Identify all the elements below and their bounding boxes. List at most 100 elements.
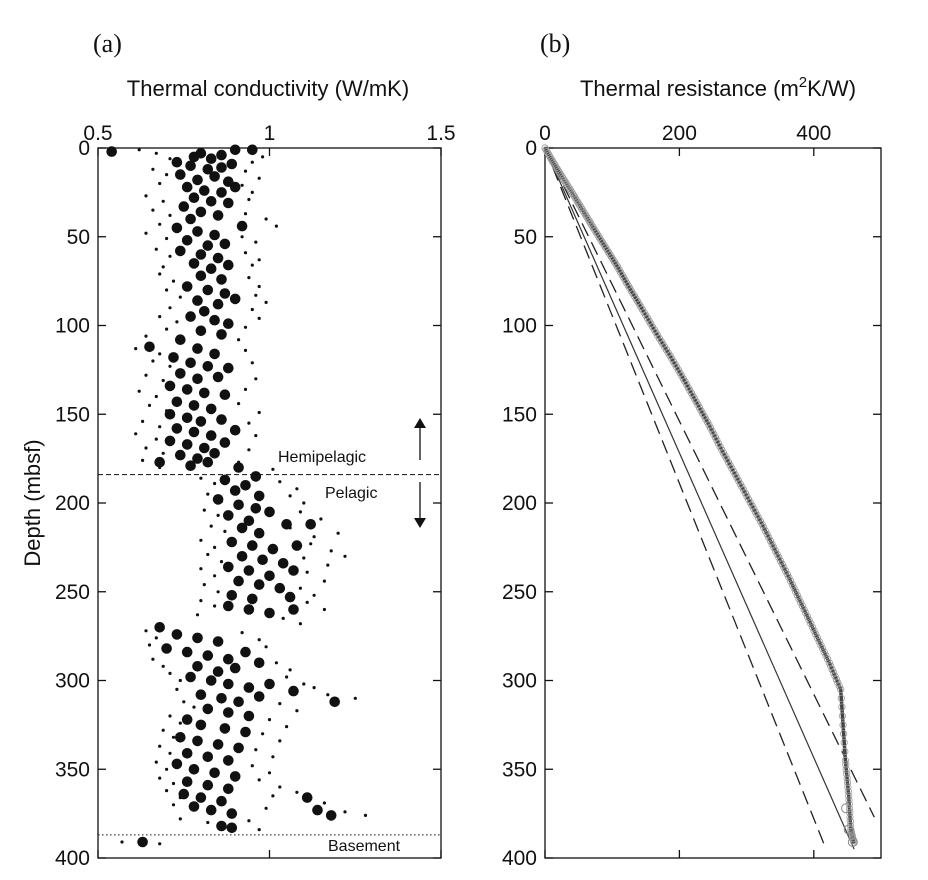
large-data-point — [161, 643, 172, 654]
panel-a-ylabel: Depth (mbsf) — [20, 439, 45, 566]
measured-point-marker — [840, 738, 848, 747]
measured-point-marker — [773, 550, 781, 558]
measured-point-marker — [573, 197, 581, 205]
small-data-point — [254, 377, 258, 381]
large-data-point — [236, 220, 248, 232]
large-data-point — [233, 499, 244, 511]
measured-point-marker — [842, 761, 850, 769]
measured-point-marker — [776, 557, 785, 565]
small-data-point — [147, 643, 152, 647]
small-data-point — [223, 529, 227, 534]
large-data-point — [329, 696, 341, 708]
measured-point-marker — [548, 156, 556, 164]
large-data-point — [229, 771, 241, 782]
measured-point-marker — [771, 547, 780, 555]
small-data-point — [161, 378, 165, 383]
large-data-point — [178, 201, 190, 212]
small-data-point — [151, 167, 155, 171]
measured-point-marker — [783, 570, 791, 578]
small-data-point — [267, 718, 272, 722]
large-data-point — [243, 604, 255, 615]
measured-point-marker — [820, 648, 828, 656]
small-data-point — [278, 739, 282, 743]
small-data-point — [322, 801, 326, 805]
measured-point-marker — [563, 180, 571, 188]
measured-point-marker — [559, 174, 567, 182]
large-data-point — [175, 334, 186, 346]
small-data-point — [213, 574, 217, 578]
small-data-point — [209, 524, 213, 528]
measured-point-marker — [766, 537, 775, 545]
small-data-point — [309, 542, 313, 546]
small-data-point — [168, 751, 172, 755]
large-data-point — [212, 298, 224, 310]
large-data-point — [205, 263, 217, 275]
small-data-point — [168, 714, 172, 718]
basement-label: Basement — [328, 838, 401, 855]
large-data-point — [175, 449, 186, 461]
small-data-point — [295, 790, 299, 794]
measured-point-marker — [758, 520, 766, 528]
small-data-point — [243, 325, 248, 329]
large-data-point — [253, 579, 265, 590]
large-data-point — [178, 788, 190, 800]
measured-point-marker — [542, 146, 550, 154]
large-data-point — [192, 735, 203, 747]
large-data-point — [240, 480, 251, 491]
small-data-point — [285, 675, 289, 679]
small-data-point — [243, 348, 248, 352]
small-data-point — [281, 616, 285, 621]
large-data-point — [181, 776, 193, 787]
large-data-point — [185, 460, 196, 472]
small-data-point — [353, 696, 357, 700]
large-data-point — [216, 693, 227, 704]
large-data-point — [106, 146, 117, 157]
small-data-point — [243, 387, 248, 391]
small-data-point — [271, 467, 275, 471]
large-data-point — [154, 622, 165, 633]
large-data-point — [216, 162, 227, 173]
large-data-point — [195, 148, 207, 159]
small-data-point — [120, 840, 124, 844]
y-tick-label: 0 — [525, 137, 537, 160]
large-data-point — [253, 657, 265, 669]
panel-a-frame — [97, 147, 442, 859]
large-data-point — [192, 373, 203, 385]
large-data-point — [175, 732, 186, 743]
large-data-point — [229, 293, 241, 305]
measured-point-marker — [812, 630, 820, 639]
large-data-point — [188, 258, 200, 269]
small-data-point — [274, 661, 278, 665]
panel-a-points — [106, 144, 368, 848]
measured-point-marker — [847, 837, 858, 847]
large-data-point — [195, 325, 207, 337]
y-tick-label: 400 — [502, 847, 537, 870]
small-data-point — [319, 517, 323, 521]
small-data-point — [257, 284, 261, 289]
large-data-point — [195, 206, 207, 218]
small-data-point — [250, 361, 254, 365]
y-tick-label: 100 — [502, 315, 537, 338]
large-data-point — [181, 281, 193, 292]
small-data-point — [144, 629, 148, 633]
large-data-point — [209, 348, 220, 360]
small-data-point — [206, 492, 210, 496]
large-data-point — [195, 792, 207, 803]
small-data-point — [161, 265, 165, 269]
small-data-point — [168, 213, 172, 217]
measured-point-marker — [797, 598, 805, 607]
large-data-point — [226, 536, 238, 548]
panel-a-xlabel: Thermal conductivity (W/mK) — [127, 76, 409, 101]
panel-a-label: (a) — [93, 29, 122, 58]
measured-point-marker — [552, 163, 560, 172]
small-data-point — [302, 682, 306, 686]
x-tick-label: 1.5 — [426, 122, 455, 145]
large-data-point — [171, 396, 183, 408]
large-data-point — [202, 703, 214, 715]
measured-point-marker — [808, 623, 817, 631]
large-data-point — [195, 719, 207, 731]
large-data-point — [216, 329, 227, 340]
measured-point-marker — [827, 662, 835, 670]
measured-point-marker — [817, 641, 825, 649]
